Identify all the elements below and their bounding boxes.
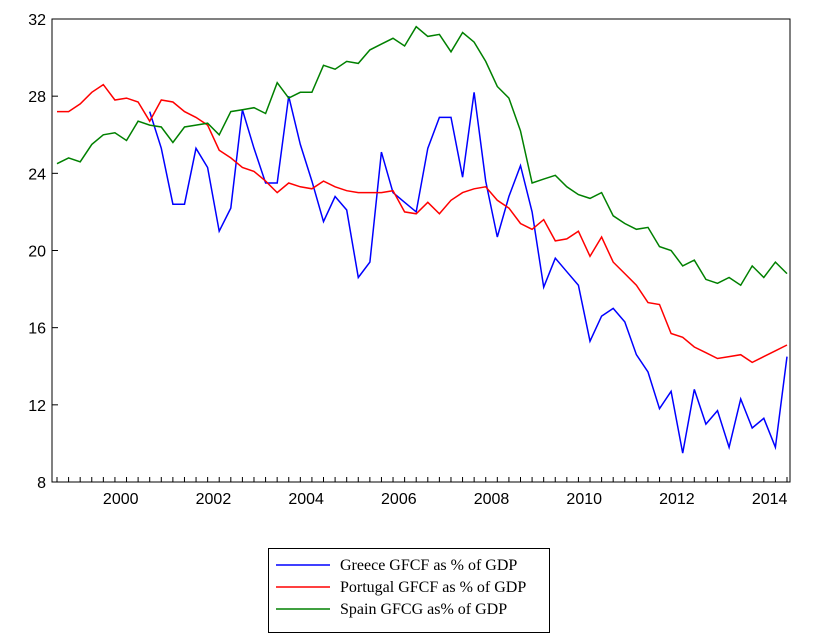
- y-tick-label: 8: [37, 475, 46, 492]
- series-line: [56, 25, 788, 287]
- legend-label: Portugal GFCF as % of GDP: [340, 579, 526, 596]
- y-tick-label: 24: [28, 166, 46, 183]
- x-tick-label: 2010: [566, 491, 602, 508]
- legend-label: Greece GFCF as % of GDP: [340, 557, 517, 574]
- plot-frame: [51, 18, 791, 483]
- y-tick-label: 16: [28, 321, 46, 338]
- series-line: [57, 83, 788, 364]
- series-line: [148, 92, 788, 454]
- x-tick-label: 2002: [196, 491, 232, 508]
- x-tick-label: 2000: [103, 491, 139, 508]
- y-tick-label: 12: [28, 398, 46, 415]
- y-tick-label: 32: [28, 12, 46, 29]
- y-tick-label: 28: [28, 89, 46, 106]
- x-tick-label: 2004: [288, 491, 324, 508]
- x-tick-label: 2006: [381, 491, 417, 508]
- legend-label: Spain GFCG as% of GDP: [340, 601, 507, 618]
- x-tick-label: 2012: [659, 491, 695, 508]
- x-tick-label: 2014: [752, 491, 788, 508]
- x-tick-label: 2008: [474, 491, 510, 508]
- y-tick-label: 20: [28, 244, 46, 261]
- legend-box: [268, 548, 550, 633]
